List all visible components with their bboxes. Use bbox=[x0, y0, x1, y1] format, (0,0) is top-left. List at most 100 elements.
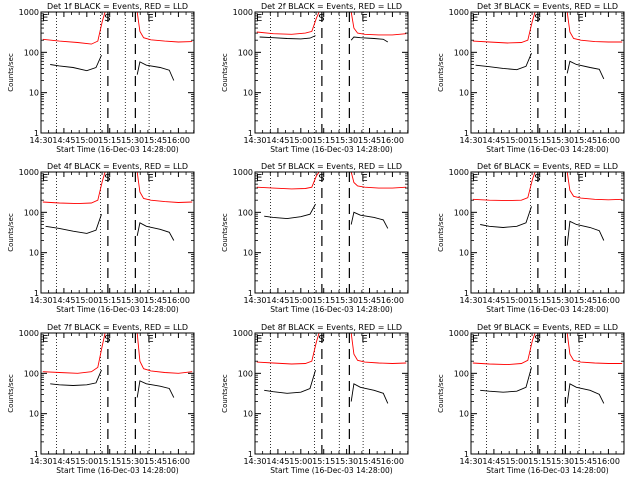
y-tick-label: 100 bbox=[238, 369, 253, 378]
x-tick-label: 15:00 bbox=[75, 136, 98, 145]
y-tick-label: 100 bbox=[454, 369, 469, 378]
x-tick-label: 15:00 bbox=[289, 457, 312, 466]
chart-panel-8: Det 8f BLACK = Events, RED = LLD E S E 1 10 10… bbox=[221, 323, 409, 475]
event-marker-label: E bbox=[472, 13, 478, 24]
series-line-events bbox=[264, 203, 316, 220]
series-line-lld bbox=[566, 171, 623, 201]
event-marker-label: E bbox=[147, 334, 153, 345]
plot-frame bbox=[40, 11, 195, 134]
series-line-events bbox=[50, 369, 102, 386]
series-line-lld bbox=[42, 11, 106, 45]
series-line-lld bbox=[472, 171, 536, 202]
x-tick-label: 14:30 bbox=[459, 296, 482, 305]
y-tick-label: 10 bbox=[243, 410, 253, 419]
x-tick-label: 14:45 bbox=[266, 296, 289, 305]
chart-title: Det 9f BLACK = Events, RED = LLD bbox=[477, 323, 618, 332]
event-marker-label: E bbox=[577, 173, 583, 184]
x-tick-label: 15:30 bbox=[551, 136, 574, 145]
chart-title: Det 3f BLACK = Events, RED = LLD bbox=[477, 2, 618, 11]
x-tick-label: 15:30 bbox=[335, 457, 358, 466]
y-tick-label: 1 bbox=[248, 289, 253, 298]
y-tick-label: 1000 bbox=[233, 8, 253, 17]
series-line-events bbox=[566, 220, 605, 246]
y-tick-label: 1000 bbox=[449, 8, 469, 17]
chart-panel-3: Det 3f BLACK = Events, RED = LLD E S E 1 10 10… bbox=[437, 2, 625, 154]
x-tick-label: 15:15 bbox=[312, 457, 335, 466]
x-tick-label: 16:00 bbox=[597, 457, 620, 466]
event-marker-label: E bbox=[361, 334, 367, 345]
x-tick-label: 15:45 bbox=[574, 136, 597, 145]
event-marker-label: E bbox=[361, 173, 367, 184]
plot-frame bbox=[470, 332, 625, 455]
y-tick-label: 1 bbox=[34, 450, 39, 459]
series-line-events bbox=[45, 214, 102, 234]
x-tick-label: 15:15 bbox=[98, 136, 121, 145]
x-tick-label: 16:00 bbox=[167, 296, 190, 305]
x-tick-label: 15:15 bbox=[312, 296, 335, 305]
x-tick-label: 14:45 bbox=[482, 457, 505, 466]
chart-panel-7: Det 7f BLACK = Events, RED = LLD E S E 1 10 10… bbox=[7, 323, 195, 475]
series-line-lld bbox=[350, 332, 407, 364]
series-line-lld bbox=[472, 332, 536, 366]
x-tick-label: 16:00 bbox=[381, 457, 404, 466]
y-axis-label: Counts/sec bbox=[221, 53, 229, 92]
series-line-lld bbox=[350, 11, 407, 36]
y-tick-label: 1 bbox=[248, 450, 253, 459]
chart-title: Det 8f BLACK = Events, RED = LLD bbox=[261, 323, 402, 332]
series-line-lld bbox=[42, 171, 106, 205]
event-marker-label: E bbox=[42, 173, 48, 184]
event-marker-label: S bbox=[104, 334, 110, 345]
series-line-lld bbox=[566, 332, 623, 364]
y-tick-label: 1000 bbox=[449, 168, 469, 177]
x-axis-label: Start Time (16-Dec-03 14:28:00) bbox=[56, 466, 178, 475]
y-tick-label: 1 bbox=[464, 289, 469, 298]
series-line-lld bbox=[136, 171, 193, 203]
x-tick-label: 15:30 bbox=[335, 296, 358, 305]
x-tick-label: 14:30 bbox=[459, 457, 482, 466]
event-marker-label: S bbox=[318, 13, 324, 24]
x-axis-label: Start Time (16-Dec-03 14:28:00) bbox=[486, 466, 608, 475]
x-tick-label: 14:45 bbox=[52, 296, 75, 305]
series-line-events bbox=[136, 380, 175, 398]
series-line-events bbox=[136, 222, 175, 241]
chart-title: Det 2f BLACK = Events, RED = LLD bbox=[261, 2, 402, 11]
x-tick-label: 15:00 bbox=[289, 296, 312, 305]
series-line-lld bbox=[136, 11, 193, 43]
x-tick-label: 15:45 bbox=[358, 136, 381, 145]
y-tick-label: 10 bbox=[243, 249, 253, 258]
series-line-events bbox=[480, 206, 532, 228]
y-tick-label: 100 bbox=[454, 208, 469, 217]
x-tick-label: 15:00 bbox=[289, 136, 312, 145]
event-marker-label: E bbox=[472, 173, 478, 184]
x-tick-label: 14:30 bbox=[243, 457, 266, 466]
plot-frame bbox=[470, 171, 625, 294]
event-marker-label: E bbox=[256, 334, 262, 345]
plot-frame bbox=[254, 332, 409, 455]
x-tick-label: 15:30 bbox=[551, 457, 574, 466]
event-marker-label: E bbox=[256, 173, 262, 184]
y-tick-label: 1000 bbox=[233, 329, 253, 338]
x-tick-label: 16:00 bbox=[167, 457, 190, 466]
series-line-events bbox=[475, 53, 532, 71]
series-line-events bbox=[566, 383, 605, 404]
x-axis-label: Start Time (16-Dec-03 14:28:00) bbox=[56, 305, 178, 314]
y-tick-label: 10 bbox=[459, 249, 469, 258]
x-tick-label: 14:45 bbox=[266, 136, 289, 145]
y-tick-label: 10 bbox=[459, 89, 469, 98]
y-tick-label: 100 bbox=[24, 369, 39, 378]
x-tick-label: 15:30 bbox=[121, 136, 144, 145]
x-tick-label: 16:00 bbox=[597, 136, 620, 145]
y-tick-label: 1 bbox=[248, 129, 253, 138]
plot-frame bbox=[40, 332, 195, 455]
y-tick-label: 1000 bbox=[233, 168, 253, 177]
chart-title: Det 7f BLACK = Events, RED = LLD bbox=[47, 323, 188, 332]
x-axis-label: Start Time (16-Dec-03 14:28:00) bbox=[270, 305, 392, 314]
series-line-events bbox=[50, 55, 102, 72]
chart-title: Det 4f BLACK = Events, RED = LLD bbox=[47, 162, 188, 171]
x-tick-label: 14:30 bbox=[29, 296, 52, 305]
series-line-events bbox=[264, 369, 316, 394]
x-tick-label: 15:15 bbox=[98, 296, 121, 305]
chart-panel-2: Det 2f BLACK = Events, RED = LLD E S E 1 10 10… bbox=[221, 2, 409, 154]
x-tick-label: 16:00 bbox=[381, 296, 404, 305]
x-tick-label: 15:15 bbox=[528, 296, 551, 305]
